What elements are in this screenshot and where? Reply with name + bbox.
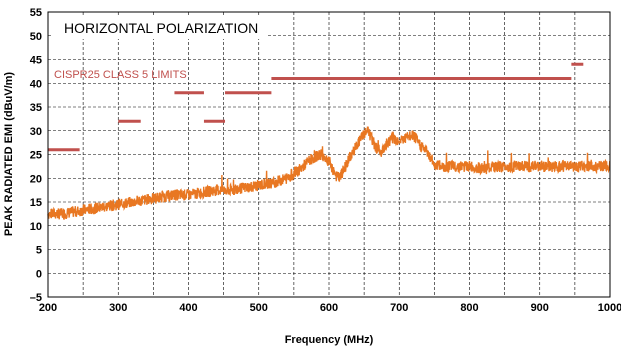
y-tick-label: 25	[30, 150, 42, 162]
y-axis-label: PEAK RADIATED EMI (dBuV/m)	[3, 72, 15, 237]
x-tick-label: 900	[531, 302, 549, 314]
y-tick-label: 30	[30, 126, 42, 138]
x-tick-label: 200	[39, 302, 57, 314]
series-group	[47, 126, 611, 220]
emission-series-line	[47, 126, 611, 220]
y-tick-label: 50	[30, 31, 42, 43]
x-tick-label: 600	[320, 302, 338, 314]
x-axis-label: Frequency (MHz)	[285, 334, 374, 346]
y-tick-label: 10	[30, 221, 42, 233]
x-tick-label: 700	[390, 302, 408, 314]
limit-label: CISPR25 CLASS 5 LIMITS	[54, 69, 187, 81]
y-tick-label: 55	[30, 7, 42, 19]
y-tick-label: 15	[30, 197, 42, 209]
y-tick-label: 5	[36, 245, 42, 257]
y-tick-label: 20	[30, 173, 42, 185]
chart-title: HORIZONTAL POLARIZATION	[64, 20, 258, 36]
y-tick-label: 35	[30, 102, 42, 114]
plot-frame	[47, 11, 611, 298]
y-tick-label: 40	[30, 78, 42, 90]
x-tick-label: 800	[460, 302, 478, 314]
y-tick-label: 0	[36, 268, 42, 280]
title-box	[52, 17, 266, 39]
y-tick-label: 45	[30, 55, 42, 67]
x-tick-label: 500	[250, 302, 268, 314]
x-tick-label: 400	[179, 302, 197, 314]
y-tick-label: –5	[30, 292, 42, 304]
x-tick-label: 1000	[598, 302, 621, 314]
grid	[48, 12, 610, 297]
limit-lines	[48, 62, 584, 152]
x-tick-labels: 200 300 400 500 600 700 800 900 1000	[39, 302, 621, 314]
x-tick-label: 300	[109, 302, 127, 314]
y-tick-labels: –5 0 5 10 15 20 25 30 35 40 45 50 55	[30, 7, 42, 304]
